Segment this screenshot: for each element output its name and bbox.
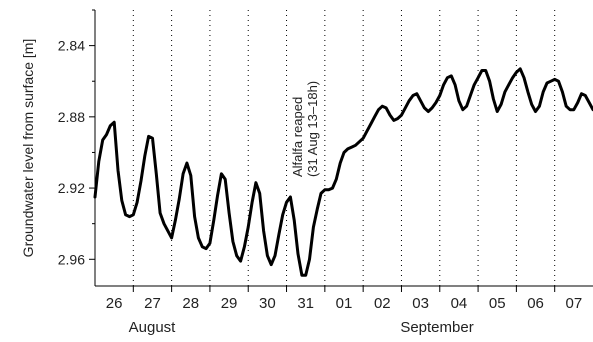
x-tick-label-31: 31	[297, 295, 314, 312]
y-tick-label: 2.88	[58, 109, 85, 125]
x-ticks: 26 27 28 29 30 31 01 02 03 04 05 06 07	[106, 286, 582, 312]
axes	[94, 10, 593, 287]
x-tick-label-06: 06	[527, 295, 544, 312]
x-tick-label-04: 04	[451, 295, 468, 312]
x-tick-label-07: 07	[566, 295, 583, 312]
x-tick-label-03: 03	[412, 295, 429, 312]
x-tick-label-05: 05	[489, 295, 506, 312]
y-tick-label: 2.96	[58, 251, 85, 267]
annotation-line-2: (31 Aug 13–18h)	[305, 81, 320, 177]
y-ticks: 2.84 2.88 2.92 2.96	[58, 9, 95, 267]
series-line-groundwater	[93, 67, 593, 277]
y-tick-label: 2.84	[58, 38, 85, 54]
x-tick-label-02: 02	[374, 295, 391, 312]
annotation-line-1: Alfalfa reaped	[290, 97, 305, 177]
annotation-alfalfa: Alfalfa reaped (31 Aug 13–18h)	[290, 81, 320, 177]
x-tick-label-30: 30	[259, 295, 276, 312]
y-tick-label: 2.92	[58, 180, 85, 196]
x-tick-label-01: 01	[336, 295, 353, 312]
month-label-august: August	[129, 319, 177, 336]
y-axis-label: Groundwater level from surface [m]	[20, 39, 36, 258]
month-label-september: September	[400, 319, 473, 336]
x-tick-label-26: 26	[106, 295, 123, 312]
x-tick-label-28: 28	[182, 295, 199, 312]
day-grid	[132, 10, 556, 286]
x-tick-label-27: 27	[144, 295, 161, 312]
x-tick-label-29: 29	[221, 295, 238, 312]
